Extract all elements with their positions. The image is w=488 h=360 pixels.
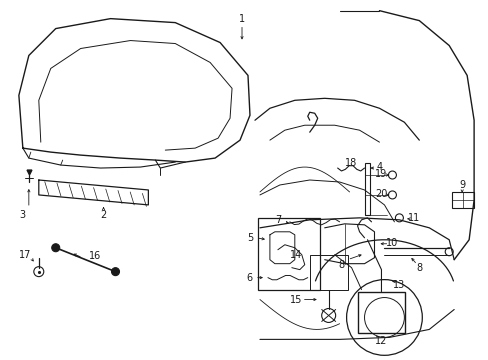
Text: 1: 1 bbox=[239, 14, 244, 24]
Text: 6: 6 bbox=[245, 273, 251, 283]
Text: 11: 11 bbox=[407, 213, 420, 223]
Text: 17: 17 bbox=[19, 250, 31, 260]
Text: 16: 16 bbox=[89, 251, 102, 261]
Text: 8: 8 bbox=[338, 260, 344, 270]
Bar bbox=[451, 192, 473, 208]
Text: 7: 7 bbox=[274, 215, 281, 225]
Text: 10: 10 bbox=[386, 238, 398, 248]
Bar bbox=[309, 255, 347, 289]
Text: 9: 9 bbox=[458, 180, 464, 190]
Bar bbox=[364, 163, 369, 215]
Bar bbox=[357, 292, 405, 333]
Text: 8: 8 bbox=[415, 263, 422, 273]
Text: 12: 12 bbox=[374, 336, 387, 346]
Circle shape bbox=[52, 244, 60, 252]
Text: 2: 2 bbox=[100, 210, 106, 220]
Circle shape bbox=[111, 268, 119, 276]
Text: 14: 14 bbox=[289, 250, 301, 260]
Bar bbox=[258, 218, 319, 289]
Text: 20: 20 bbox=[374, 189, 387, 199]
Text: 19: 19 bbox=[375, 169, 387, 179]
Text: 5: 5 bbox=[246, 233, 253, 243]
Text: 3: 3 bbox=[20, 210, 26, 220]
Text: 15: 15 bbox=[289, 294, 302, 305]
Text: 4: 4 bbox=[376, 162, 382, 172]
Text: 18: 18 bbox=[345, 158, 357, 168]
Text: 13: 13 bbox=[392, 280, 405, 289]
